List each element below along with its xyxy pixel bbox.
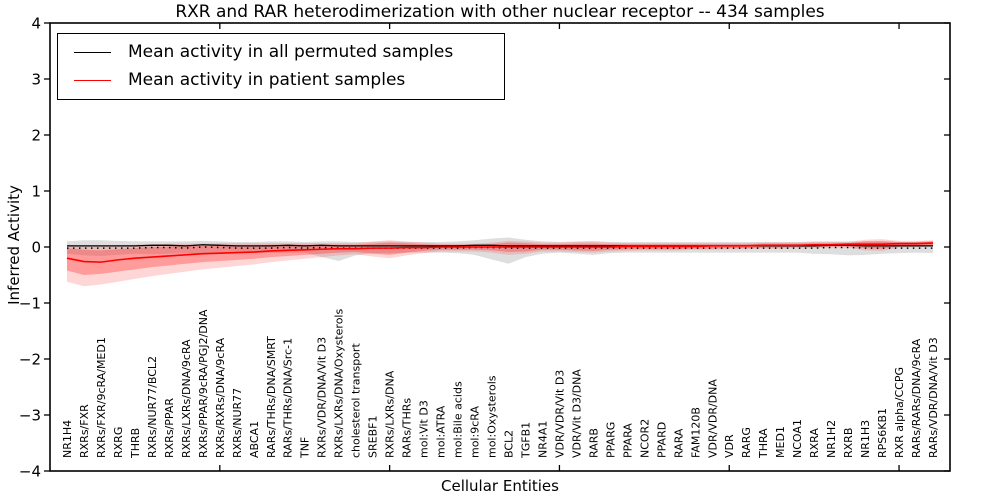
x-category-label: TGFB1 bbox=[519, 422, 532, 459]
chart-title: RXR and RAR heterodimerization with othe… bbox=[175, 2, 825, 22]
y-tick-label: −3 bbox=[19, 407, 41, 425]
x-category-label: THRA bbox=[757, 428, 770, 459]
x-category-label: RXRs/FXR bbox=[78, 404, 91, 458]
x-category-label: VDR/VDR/Vit D3 bbox=[553, 370, 566, 458]
y-tick-label: −1 bbox=[19, 295, 41, 313]
x-category-label: RARB bbox=[587, 428, 600, 458]
legend-item-permuted: Mean activity in all permuted samples bbox=[74, 41, 504, 62]
x-category-label: RARs/THRs/DNA/Src-1 bbox=[282, 338, 295, 458]
x-category-label: RXRs/LXRs/DNA bbox=[384, 370, 397, 458]
x-axis-label: Cellular Entities bbox=[441, 477, 559, 495]
x-category-label: RXRA bbox=[808, 428, 821, 458]
x-category-label: RXRs/PPAR bbox=[163, 398, 176, 458]
x-category-label: mol:Oxysterols bbox=[486, 375, 499, 458]
y-tick-label: −2 bbox=[19, 351, 41, 369]
x-category-label: mol:Vit D3 bbox=[418, 400, 431, 458]
x-category-label: VDR bbox=[723, 434, 736, 458]
y-tick-label: 2 bbox=[31, 127, 41, 145]
x-category-label: PPARG bbox=[604, 422, 617, 458]
y-tick-label: −4 bbox=[19, 463, 41, 481]
x-category-label: VDR/VDR/DNA bbox=[706, 379, 719, 458]
patient-line-swatch bbox=[74, 80, 111, 82]
x-category-label: NCOA1 bbox=[791, 419, 804, 458]
x-category-label: RARA bbox=[672, 428, 685, 458]
patient-inner-band bbox=[66, 240, 934, 275]
x-category-label: THRB bbox=[129, 428, 142, 459]
x-category-label: RXR alpha/CCPG bbox=[893, 367, 906, 458]
x-category-label: mol:Bile acids bbox=[452, 381, 465, 458]
x-category-label: RXRs/FXR/9cRA/MED1 bbox=[95, 337, 108, 458]
y-tick-label: 4 bbox=[31, 15, 41, 33]
x-category-label: SREBF1 bbox=[367, 416, 380, 458]
y-tick-label: 1 bbox=[31, 183, 41, 201]
x-category-label: NR1H3 bbox=[859, 420, 872, 458]
x-category-label: NCOR2 bbox=[638, 419, 651, 458]
legend-label-patient: Mean activity in patient samples bbox=[128, 70, 406, 91]
x-category-label: RARs/THRs/DNA/SMRT bbox=[265, 336, 278, 458]
x-category-label: NR4A1 bbox=[536, 421, 549, 458]
y-axis-label: Inferred Activity bbox=[5, 185, 23, 305]
x-category-label: VDR/Vit D3/DNA bbox=[570, 369, 583, 458]
x-category-label: RXRs/NUR77/BCL2 bbox=[146, 356, 159, 458]
x-category-label: ABCA1 bbox=[248, 421, 261, 458]
x-category-label: RXRs/PPAR/9cRA/PGJ2/DNA bbox=[197, 309, 210, 458]
x-category-label: RARs/RARs/DNA/9cRA bbox=[910, 338, 923, 458]
x-category-label: RXRs/LXRs/DNA/Oxysterols bbox=[333, 309, 346, 458]
x-category-label: FAM120B bbox=[689, 407, 702, 458]
x-category-label: mol:9cRA bbox=[469, 406, 482, 458]
x-category-label: NR1H4 bbox=[61, 420, 74, 458]
x-category-label: cholesterol transport bbox=[350, 343, 363, 458]
y-tick-label: 3 bbox=[31, 71, 41, 89]
x-category-label: RARs/VDR/DNA/Vit D3 bbox=[927, 337, 940, 458]
legend: Mean activity in all permuted samples Me… bbox=[57, 33, 505, 100]
x-category-label: RXRs/NUR77 bbox=[231, 388, 244, 458]
permuted-confidence-band bbox=[66, 237, 934, 264]
x-category-label: RXRs/VDR/DNA/Vit D3 bbox=[316, 337, 329, 458]
legend-label-permuted: Mean activity in all permuted samples bbox=[128, 41, 454, 62]
x-category-label: PPARA bbox=[621, 423, 634, 458]
x-category-label: mol:ATRA bbox=[435, 405, 448, 458]
x-category-label: BCL2 bbox=[502, 430, 515, 458]
x-category-label: RXRs/LXRs/DNA/9cRA bbox=[180, 339, 193, 458]
patient-mean-line bbox=[66, 242, 934, 263]
x-category-label: MED1 bbox=[774, 426, 787, 458]
x-category-label: TNF bbox=[299, 437, 312, 459]
x-category-label: RPS6KB1 bbox=[876, 408, 889, 458]
x-category-label: RXRs/RXRs/DNA/9cRA bbox=[214, 337, 227, 458]
x-category-label: RXRG bbox=[112, 427, 125, 458]
x-category-label: NR1H2 bbox=[825, 420, 838, 458]
legend-item-patient: Mean activity in patient samples bbox=[74, 71, 504, 90]
permuted-line-swatch bbox=[74, 51, 111, 53]
x-category-label: PPARD bbox=[655, 422, 668, 458]
x-category-label: RXRB bbox=[842, 428, 855, 458]
y-tick-label: 0 bbox=[31, 239, 41, 257]
x-category-label: RARs/THRs bbox=[401, 398, 414, 458]
x-category-label: RARG bbox=[740, 427, 753, 458]
